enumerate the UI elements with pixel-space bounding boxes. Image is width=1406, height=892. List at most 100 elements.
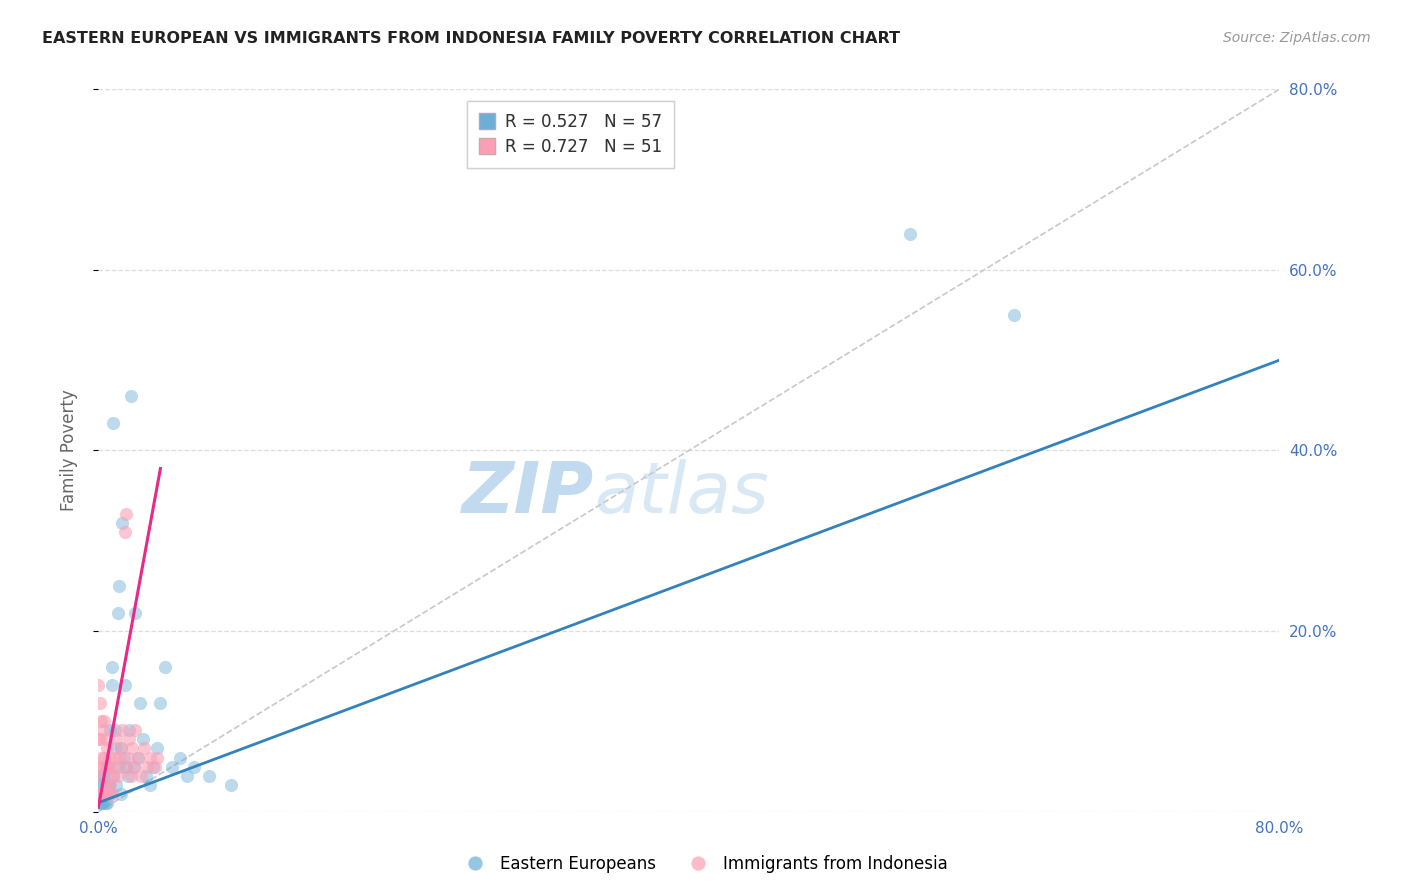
Y-axis label: Family Poverty: Family Poverty (59, 390, 77, 511)
Point (87, 787, 110, 801)
Text: atlas: atlas (595, 459, 769, 528)
Point (97, 787, 120, 801)
Point (94, 796, 117, 810)
Point (87, 787, 110, 801)
Point (93, 714, 115, 729)
Point (146, 741, 169, 756)
Point (132, 732, 155, 747)
Point (118, 723, 141, 738)
Point (120, 769, 142, 783)
Point (100, 660, 122, 674)
Point (103, 769, 125, 783)
Point (143, 759, 166, 773)
Point (111, 723, 134, 738)
Point (111, 516, 134, 530)
Point (198, 769, 221, 783)
Point (94, 778, 117, 792)
Point (90, 714, 112, 729)
Point (87, 678, 110, 692)
Point (91, 759, 114, 773)
Point (110, 787, 132, 801)
Point (142, 759, 165, 773)
Point (221, 778, 243, 792)
Point (98, 787, 121, 801)
Point (118, 732, 141, 747)
Point (146, 750, 169, 764)
Point (100, 678, 122, 692)
Point (139, 750, 162, 764)
Point (105, 732, 128, 747)
Point (117, 769, 139, 783)
Point (94, 787, 117, 801)
Point (87, 732, 110, 747)
Point (107, 759, 129, 773)
Point (110, 741, 132, 756)
Point (89, 778, 111, 792)
Point (98, 750, 121, 764)
Point (112, 750, 135, 764)
Point (94, 759, 117, 773)
Point (900, 227, 922, 241)
Point (96, 759, 118, 773)
Point (97, 778, 120, 792)
Point (104, 741, 127, 756)
Point (108, 579, 131, 593)
Point (183, 759, 205, 773)
Point (93, 750, 115, 764)
Point (115, 507, 138, 521)
Point (135, 769, 157, 783)
Legend: Eastern Europeans, Immigrants from Indonesia: Eastern Europeans, Immigrants from Indon… (451, 848, 955, 880)
Point (107, 769, 129, 783)
Point (89, 769, 111, 783)
Point (121, 741, 143, 756)
Point (94, 732, 117, 747)
Point (169, 750, 191, 764)
Point (93, 769, 115, 783)
Point (91, 778, 114, 792)
Point (114, 524, 136, 539)
Point (89, 732, 111, 747)
Point (93, 787, 115, 801)
Point (117, 750, 139, 764)
Point (91, 787, 114, 801)
Point (93, 787, 115, 801)
Point (127, 750, 149, 764)
Point (124, 606, 146, 620)
Point (1002, 308, 1025, 322)
Point (90, 787, 112, 801)
Point (115, 759, 138, 773)
Point (134, 741, 156, 756)
Point (129, 769, 152, 783)
Point (149, 697, 172, 711)
Point (100, 759, 122, 773)
Point (103, 769, 125, 783)
Point (112, 759, 135, 773)
Point (90, 796, 112, 810)
Point (94, 787, 117, 801)
Point (89, 787, 111, 801)
Point (90, 750, 112, 764)
Point (98, 778, 121, 792)
Point (124, 723, 146, 738)
Point (89, 796, 111, 810)
Point (90, 769, 112, 783)
Point (97, 759, 120, 773)
Point (120, 389, 142, 403)
Point (162, 759, 183, 773)
Point (87, 759, 110, 773)
Legend: R = 0.527   N = 57, R = 0.727   N = 51: R = 0.527 N = 57, R = 0.727 N = 51 (467, 101, 673, 168)
Point (91, 787, 114, 801)
Point (127, 750, 149, 764)
Point (128, 697, 150, 711)
Point (98, 723, 121, 738)
Point (96, 796, 118, 810)
Point (96, 741, 118, 756)
Point (104, 750, 127, 764)
Point (110, 741, 132, 756)
Point (97, 787, 120, 801)
Point (108, 750, 131, 764)
Point (114, 678, 136, 692)
Text: EASTERN EUROPEAN VS IMMIGRANTS FROM INDONESIA FAMILY POVERTY CORRELATION CHART: EASTERN EUROPEAN VS IMMIGRANTS FROM INDO… (42, 31, 900, 46)
Point (89, 697, 111, 711)
Text: ZIP: ZIP (463, 459, 595, 528)
